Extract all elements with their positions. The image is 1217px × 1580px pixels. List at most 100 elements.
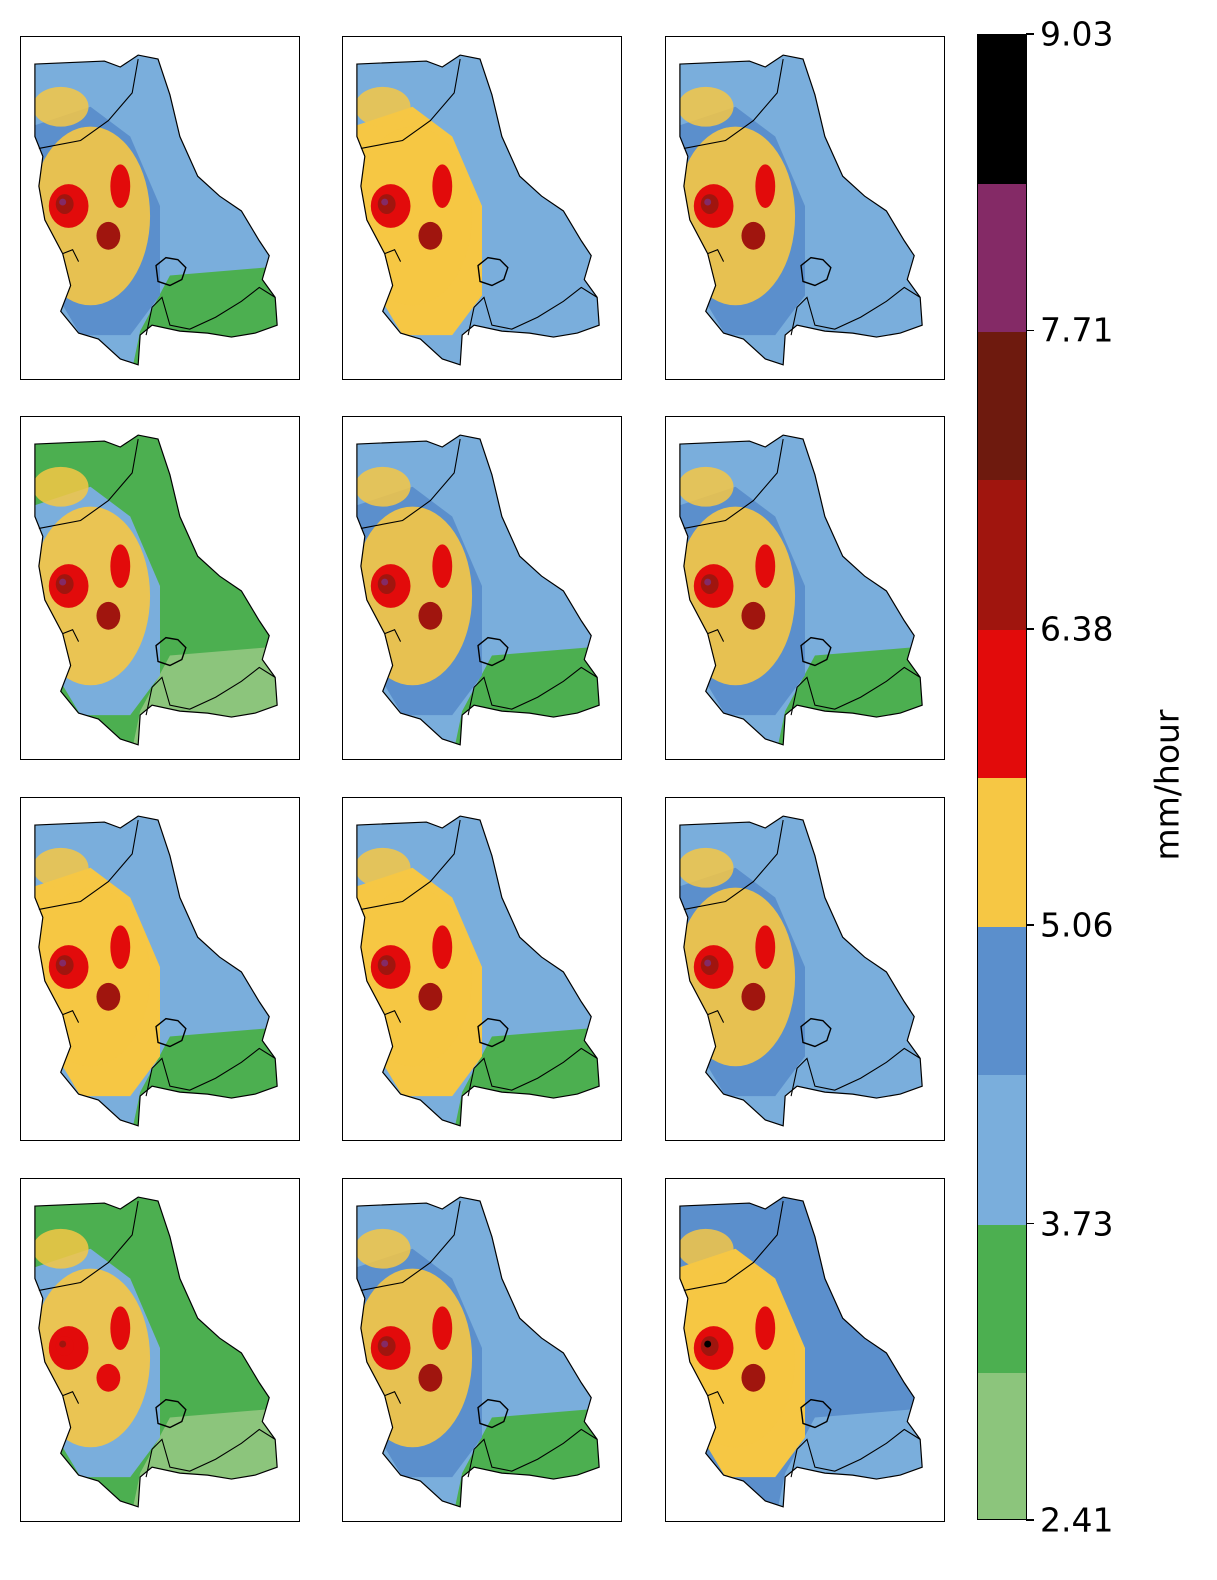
precip-map <box>679 815 923 1127</box>
internal-boundary <box>707 1391 725 1404</box>
precip-east-cell <box>418 982 443 1011</box>
colorbar-bin <box>978 183 1026 332</box>
city-boundary <box>477 1017 509 1048</box>
precip-east-cell <box>96 221 121 250</box>
map-panel <box>342 797 622 1141</box>
region-boundary <box>356 815 600 1127</box>
precip-map <box>679 1196 923 1508</box>
precip-map <box>34 54 278 366</box>
precip-ridge-cell <box>755 925 776 969</box>
city-boundary <box>155 256 187 287</box>
colorbar-tick <box>1026 1519 1034 1521</box>
precip-north-cell <box>34 86 89 127</box>
precip-ridge-cell <box>432 164 453 208</box>
internal-boundary <box>360 819 461 910</box>
internal-boundary <box>62 629 80 642</box>
internal-boundary <box>62 249 80 262</box>
colorbar-tick <box>1026 924 1034 926</box>
precip-hotspot-outer <box>679 1268 796 1448</box>
internal-boundary <box>707 629 725 642</box>
precip-ridge-cell <box>755 544 776 588</box>
internal-boundary <box>384 1391 402 1404</box>
internal-boundary <box>683 58 784 149</box>
colorbar-label: mm/hour <box>1147 709 1187 861</box>
internal-boundary <box>683 1200 784 1291</box>
precip-hotspot-outer <box>679 887 796 1067</box>
precip-hotspot-outer <box>356 1268 473 1448</box>
precip-hotspot-peak <box>59 1340 67 1348</box>
precip-north-cell <box>34 1228 89 1269</box>
map-panel <box>665 416 945 760</box>
precip-north-cell <box>34 466 89 507</box>
colorbar <box>977 34 1027 1520</box>
map-panel <box>665 1178 945 1522</box>
internal-boundary <box>467 666 598 716</box>
region-boundary <box>679 1196 923 1508</box>
precip-hotspot-outer <box>356 506 473 686</box>
precip-east-cell <box>418 1363 443 1392</box>
precip-east-cell <box>741 221 766 250</box>
internal-boundary <box>62 1010 80 1023</box>
region-boundary <box>679 815 923 1127</box>
precip-hotspot-peak <box>59 198 67 206</box>
region-boundary <box>34 815 278 1127</box>
precip-north-cell <box>679 86 734 127</box>
precip-ridge-cell <box>432 1306 453 1350</box>
precip-hotspot-peak <box>704 578 712 586</box>
city-boundary <box>477 636 509 667</box>
colorbar-tick <box>1026 329 1034 332</box>
map-panel <box>342 416 622 760</box>
precip-hotspot-outer <box>356 887 473 1067</box>
precip-map <box>34 815 278 1127</box>
precip-north-cell <box>356 86 411 127</box>
internal-boundary <box>360 58 461 149</box>
precip-east-cell <box>96 1363 121 1392</box>
colorbar-tick <box>1026 628 1034 630</box>
precip-east-cell <box>741 1363 766 1392</box>
internal-boundary <box>707 249 725 262</box>
map-panel <box>20 1178 300 1522</box>
colorbar-tick-label: 7.71 <box>1040 310 1114 350</box>
internal-boundary <box>384 249 402 262</box>
precip-east-cell <box>418 601 443 630</box>
precip-hotspot-outer <box>679 506 796 686</box>
region-boundary <box>356 1196 600 1508</box>
precip-hotspot-peak <box>704 1340 712 1348</box>
colorbar-tick-label: 2.41 <box>1040 1500 1114 1540</box>
region-boundary <box>679 54 923 366</box>
internal-boundary <box>360 1200 461 1291</box>
precip-ridge-cell <box>432 544 453 588</box>
precip-north-cell <box>679 847 734 888</box>
internal-boundary <box>145 1047 276 1097</box>
precip-ridge-cell <box>755 1306 776 1350</box>
city-boundary <box>800 256 832 287</box>
internal-boundary <box>62 1391 80 1404</box>
internal-boundary <box>790 286 921 336</box>
internal-boundary <box>145 1428 276 1478</box>
colorbar-bin <box>978 926 1026 1075</box>
colorbar-bin <box>978 1372 1026 1519</box>
precip-hotspot-peak <box>59 959 67 967</box>
internal-boundary <box>790 1428 921 1478</box>
map-panel <box>20 797 300 1141</box>
city-boundary <box>155 1398 187 1429</box>
precip-map <box>34 1196 278 1508</box>
precip-hotspot-peak <box>704 198 712 206</box>
colorbar-bin <box>978 479 1026 631</box>
internal-boundary <box>707 1010 725 1023</box>
precip-map <box>679 434 923 746</box>
internal-boundary <box>38 1200 139 1291</box>
precip-north-cell <box>356 1228 411 1269</box>
city-boundary <box>155 636 187 667</box>
region-boundary <box>34 434 278 746</box>
precip-map <box>679 54 923 366</box>
precip-ridge-cell <box>110 544 131 588</box>
precip-map <box>356 434 600 746</box>
colorbar-bin <box>978 331 1026 480</box>
precip-ridge-cell <box>432 925 453 969</box>
precip-north-cell <box>679 466 734 507</box>
colorbar-bin <box>978 1224 1026 1374</box>
precip-hotspot-outer <box>34 1268 151 1448</box>
internal-boundary <box>790 1047 921 1097</box>
map-panel <box>342 1178 622 1522</box>
